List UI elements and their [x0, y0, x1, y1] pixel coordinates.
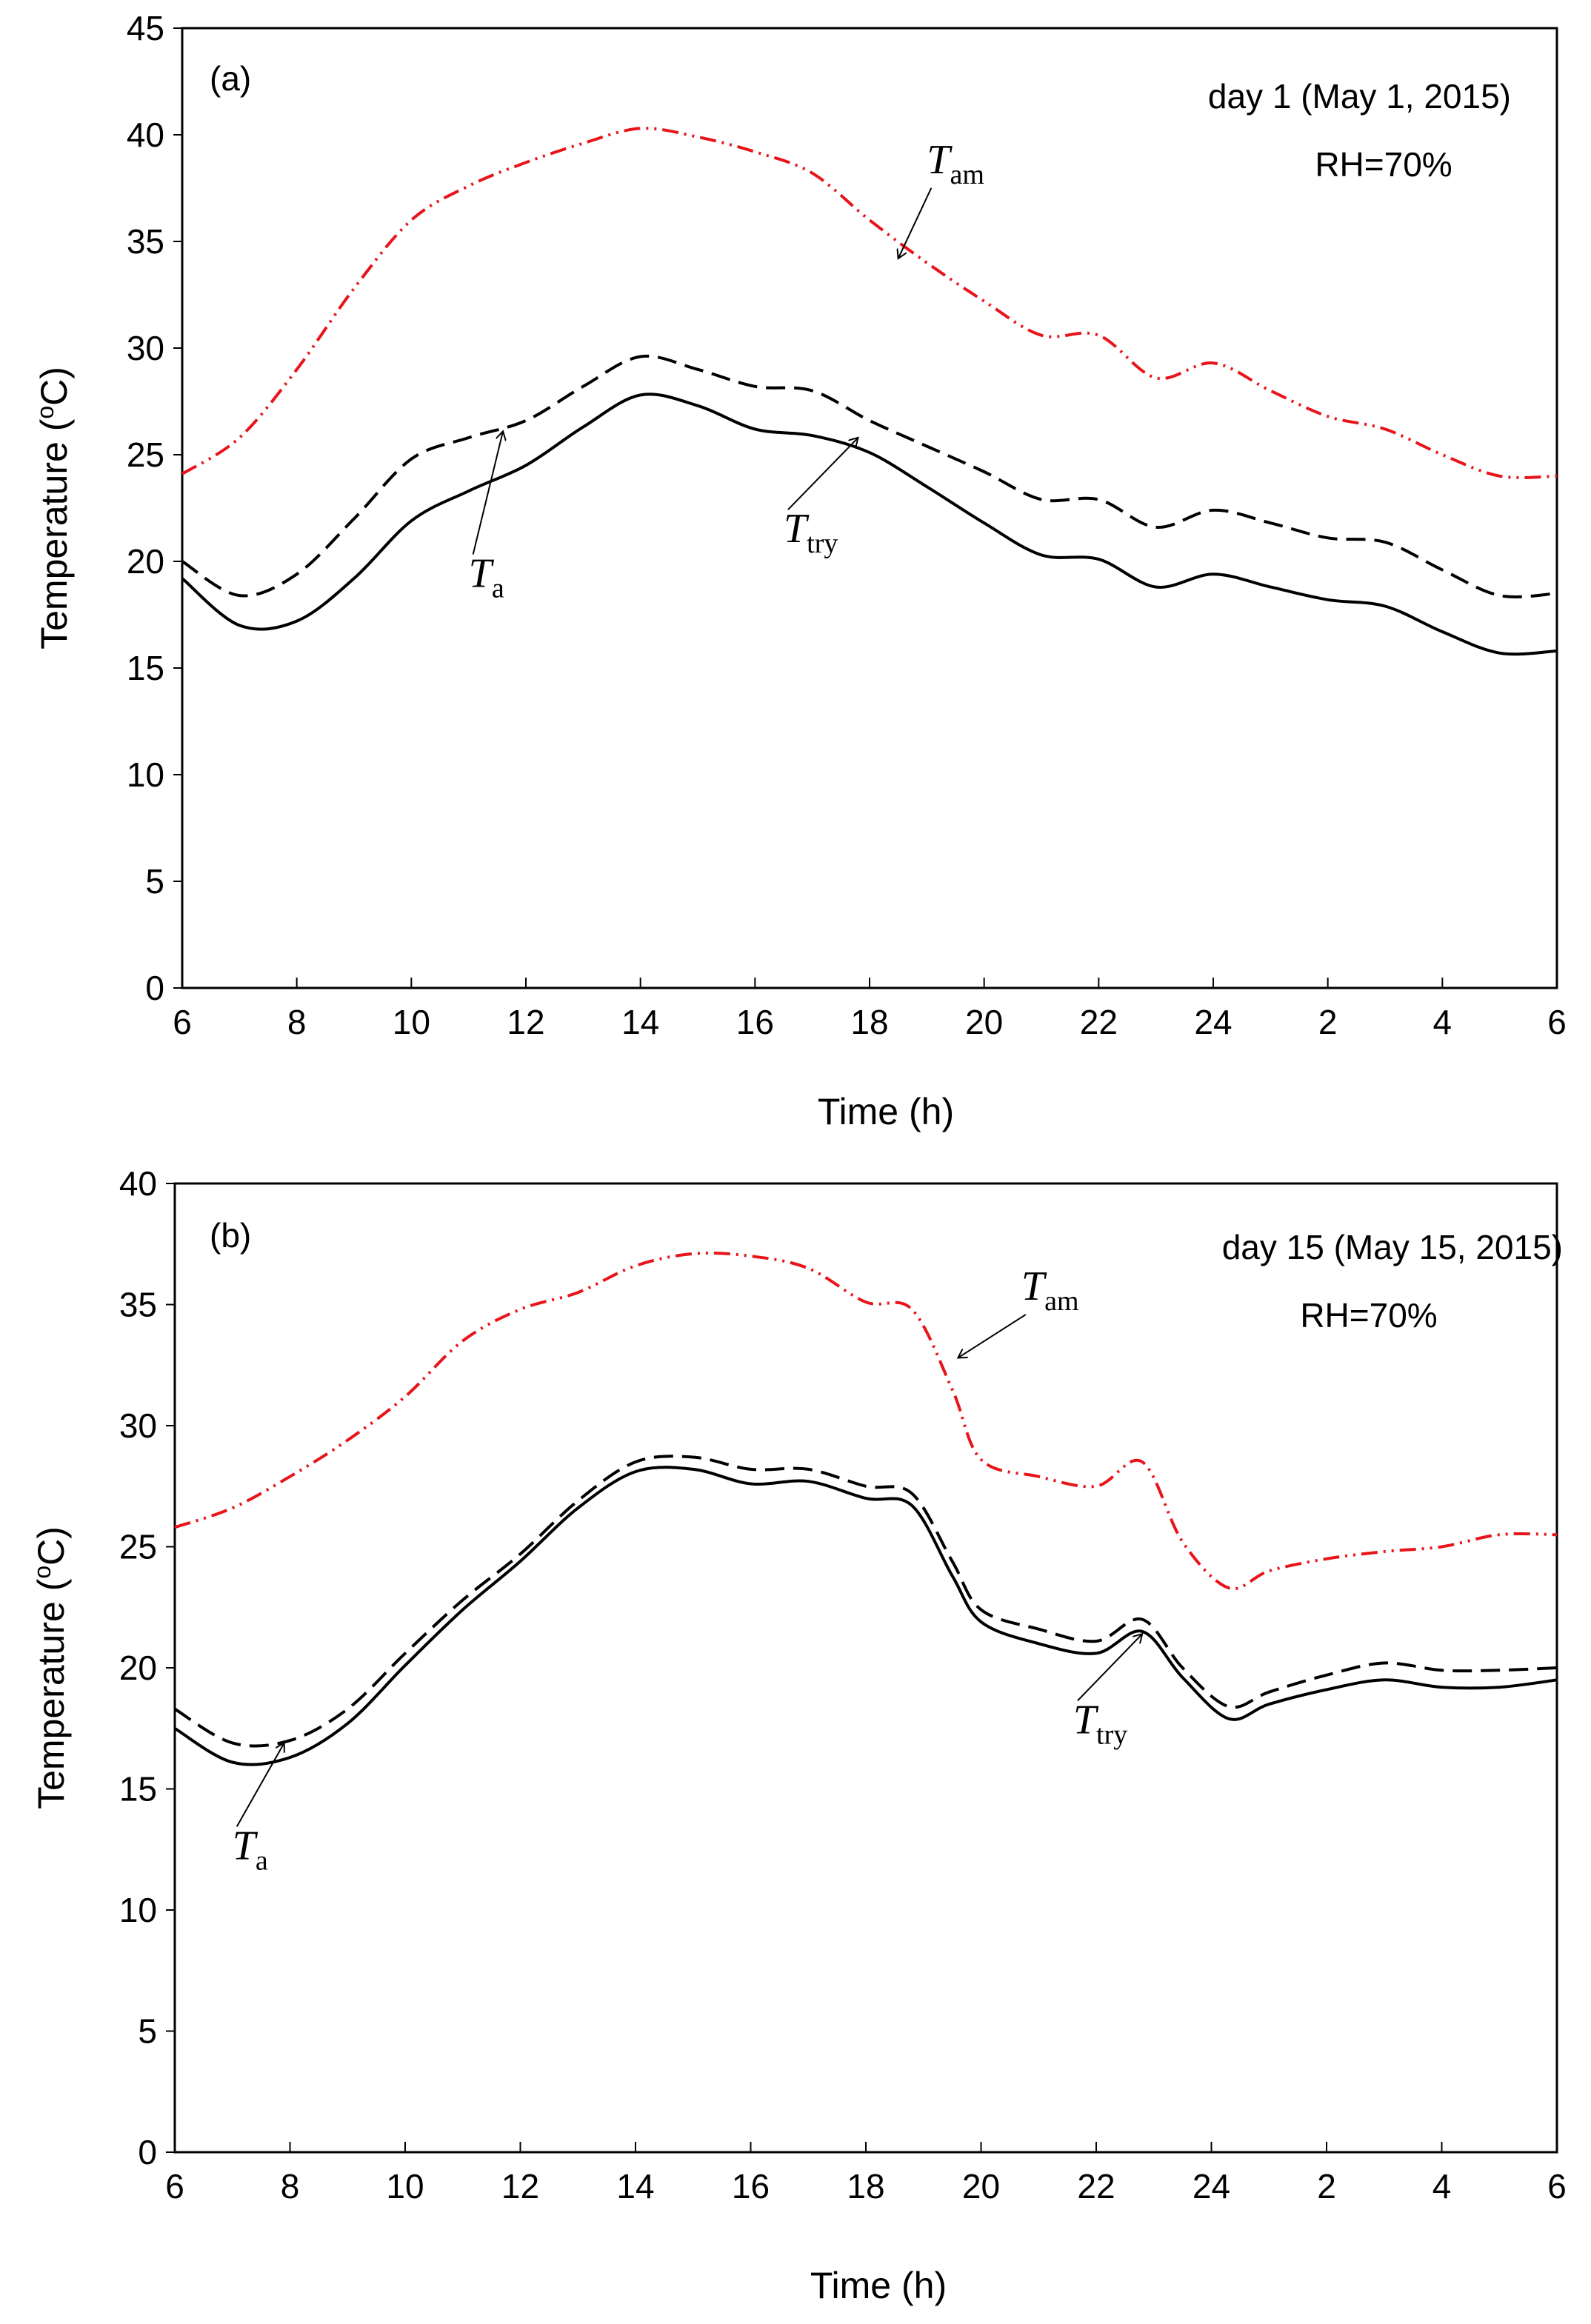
series-line-t-a — [181, 354, 1558, 598]
series-group-b — [173, 1251, 1558, 1766]
series-line-t-am — [174, 1251, 1558, 1591]
panel-a: (a) day 1 (May 1, 2015) RH=70% Time (h) … — [32, 9, 1567, 1132]
x-tick-label: 20 — [962, 2167, 1000, 2206]
x-tick-label: 22 — [1077, 2167, 1115, 2206]
series-label-t-a: Ta — [233, 1823, 268, 1876]
series-line-t-am — [181, 127, 1558, 479]
y-tick-label: 40 — [119, 1164, 157, 1203]
y-tick-label: 10 — [127, 755, 164, 794]
x-tick-label: 16 — [736, 1003, 774, 1041]
y-tick-label: 5 — [145, 862, 164, 901]
annotation-arrow-t-try — [787, 438, 858, 510]
series-label-t-am: Tam — [927, 137, 984, 190]
x-tick-label: 10 — [393, 1003, 430, 1041]
x-tick-label: 8 — [287, 1003, 307, 1041]
y-tick-label: 15 — [127, 649, 164, 687]
x-tick-label: 14 — [616, 2167, 654, 2206]
x-tick-label: 12 — [507, 1003, 544, 1041]
x-tick-label: 2 — [1317, 2167, 1336, 2206]
x-tick-label: 18 — [847, 2167, 884, 2206]
x-tick-label: 8 — [281, 2167, 300, 2206]
y-tick-label: 25 — [127, 435, 164, 474]
x-tick-label: 22 — [1080, 1003, 1118, 1041]
y-tick-label: 40 — [127, 116, 164, 154]
panel-label-a: (a) — [210, 59, 251, 98]
series-label-t-a: Ta — [469, 551, 504, 604]
x-tick-label: 6 — [1547, 2167, 1567, 2206]
y-tick-label: 30 — [119, 1406, 157, 1445]
series-line-t-try — [181, 393, 1558, 656]
y-tick-label: 5 — [138, 2012, 157, 2051]
y-axis-title-b: Temperature (oC) — [29, 1526, 72, 1809]
annotation-arrow-t-a — [236, 1743, 284, 1827]
y-tick-label: 35 — [119, 1286, 157, 1324]
series-line-t-try — [173, 1466, 1558, 1766]
x-tick-label: 4 — [1432, 2167, 1452, 2206]
panel-b: (b) day 15 (May 15, 2015) RH=70% Time (h… — [29, 1164, 1567, 2306]
y-tick-label: 15 — [119, 1770, 157, 1809]
y-tick-label: 45 — [127, 9, 164, 47]
x-tick-label: 6 — [1547, 1003, 1567, 1041]
series-label-t-try: Ttry — [784, 506, 838, 559]
x-tick-label: 20 — [965, 1003, 1003, 1041]
day-annotation-b: day 15 (May 15, 2015) — [1222, 1228, 1563, 1266]
x-tick-label: 18 — [850, 1003, 888, 1041]
y-tick-label: 0 — [145, 969, 164, 1007]
annotation-arrow-t-a — [472, 431, 503, 555]
x-tick-label: 6 — [173, 1003, 192, 1041]
y-tick-label: 20 — [119, 1649, 157, 1687]
x-tick-label: 4 — [1433, 1003, 1452, 1041]
x-tick-label: 16 — [732, 2167, 770, 2206]
annotation-arrow-t-try — [1077, 1634, 1142, 1701]
y-tick-label: 20 — [127, 542, 164, 581]
series-label-t-am: Tam — [1021, 1263, 1079, 1317]
x-tick-label: 24 — [1194, 1003, 1232, 1041]
series-label-t-try: Ttry — [1073, 1697, 1127, 1750]
x-tick-label: 24 — [1193, 2167, 1230, 2206]
y-tick-label: 10 — [119, 1891, 157, 1929]
y-axis-title-a: Temperature (oC) — [32, 367, 75, 650]
annotation-arrow-t-am — [898, 187, 933, 258]
x-tick-label: 6 — [165, 2167, 184, 2206]
series-group-a — [181, 127, 1558, 656]
x-tick-label: 12 — [501, 2167, 539, 2206]
rh-annotation-a: RH=70% — [1315, 145, 1452, 184]
series-labels-b: Tam Ta Ttry — [233, 1263, 1142, 1876]
day-annotation-a: day 1 (May 1, 2015) — [1208, 77, 1511, 116]
series-labels-a: Tam Ta Ttry — [469, 137, 984, 604]
series-line-t-a — [173, 1455, 1558, 1748]
annotation-arrow-t-am — [958, 1314, 1027, 1358]
y-tick-label: 0 — [138, 2133, 157, 2171]
y-tick-label: 25 — [119, 1528, 157, 1566]
x-tick-label: 2 — [1318, 1003, 1338, 1041]
x-axis-title-b: Time (h) — [810, 2265, 947, 2306]
x-tick-label: 10 — [386, 2167, 424, 2206]
x-tick-label: 14 — [621, 1003, 659, 1041]
x-axis-title-a: Time (h) — [818, 1091, 954, 1132]
rh-annotation-b: RH=70% — [1300, 1296, 1437, 1335]
y-tick-label: 35 — [127, 222, 164, 261]
y-tick-label: 30 — [127, 329, 164, 367]
panel-label-b: (b) — [210, 1216, 251, 1255]
